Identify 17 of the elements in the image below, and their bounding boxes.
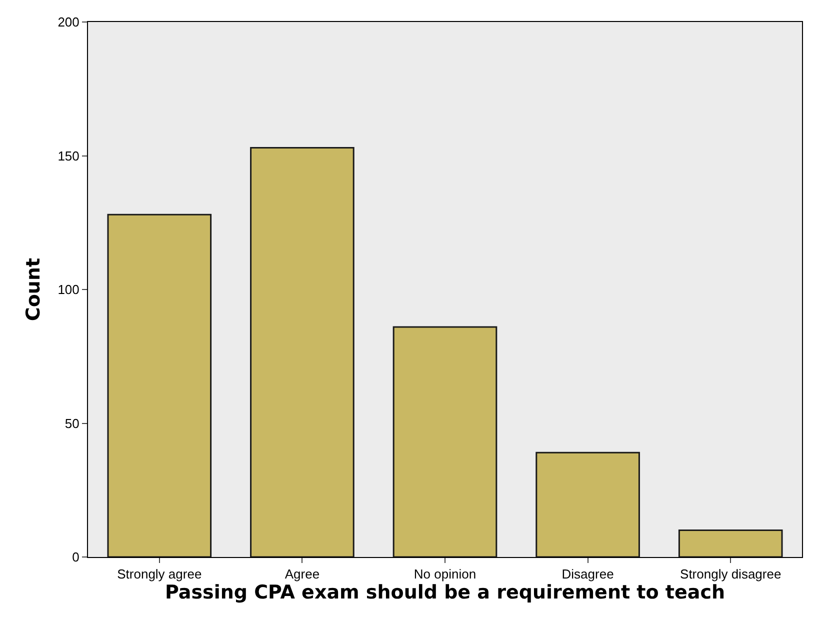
x-tick-label: Disagree — [562, 566, 614, 582]
y-tick-label: 0 — [72, 550, 80, 565]
x-axis-title: Passing CPA exam should be a requirement to teach — [165, 582, 725, 604]
x-tick-label: Strongly disagree — [680, 566, 782, 582]
bar — [250, 146, 354, 557]
bar — [536, 452, 640, 557]
x-tick-label: Strongly agree — [117, 566, 202, 582]
y-tick-label: 200 — [58, 14, 80, 30]
y-tick-label: 100 — [58, 282, 80, 298]
x-tick-label: Agree — [284, 566, 320, 582]
bar — [392, 326, 498, 557]
bar — [107, 214, 212, 557]
bar — [678, 530, 783, 557]
y-tick-label: 150 — [58, 148, 80, 164]
y-axis-title: Count — [22, 258, 45, 322]
y-tick-label: 50 — [64, 416, 80, 431]
x-tick-label: No opinion — [414, 566, 476, 582]
